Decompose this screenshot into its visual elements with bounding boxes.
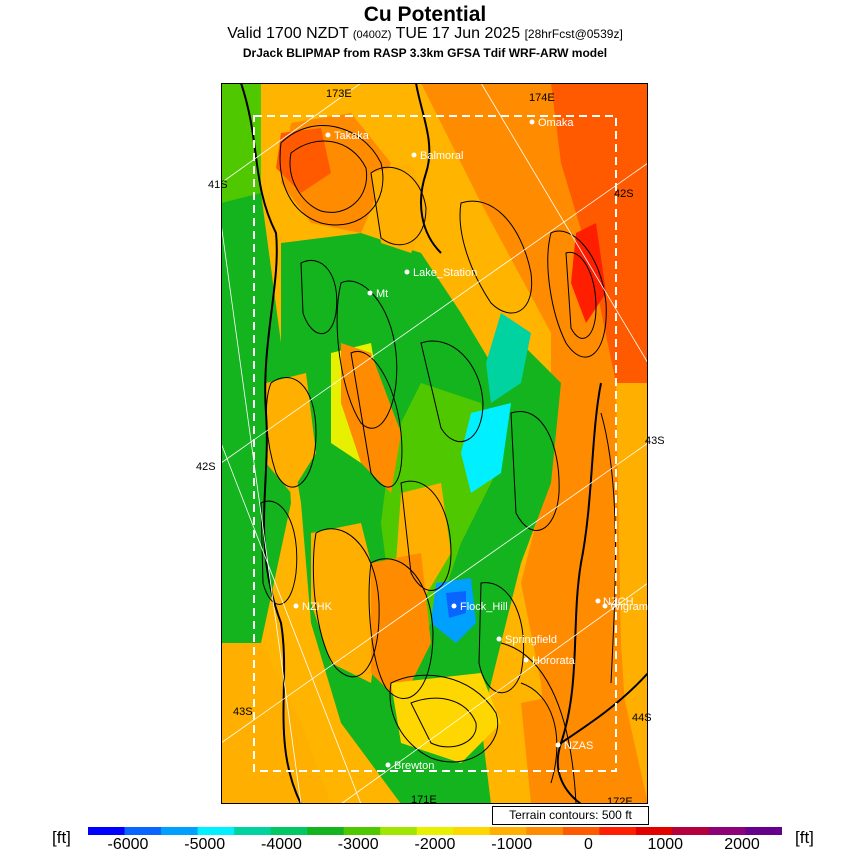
utc-time: (0400Z) xyxy=(352,29,392,41)
place-brewton: Brewton xyxy=(394,760,434,772)
sw-orange-field xyxy=(221,643,331,804)
valid-date: TUE 17 Jun 2025 xyxy=(395,25,521,42)
marker-flock-hill xyxy=(451,603,457,609)
place-nzas: NZAS xyxy=(564,740,593,752)
cyan-trough-mid xyxy=(461,403,511,493)
red-patch-north xyxy=(276,128,331,193)
colorbar xyxy=(88,827,782,835)
colorbar-tick-label: -3000 xyxy=(337,836,379,853)
colorbar-tick-label: 1000 xyxy=(647,836,684,853)
mountain-ridge-8 xyxy=(391,673,501,763)
east-coast-red xyxy=(551,83,648,383)
colorbar-segment xyxy=(234,827,272,835)
mountain-ridge-2 xyxy=(371,163,431,253)
colorbar-unit-right: [ft] xyxy=(795,828,814,847)
colorbar-segment xyxy=(562,827,600,835)
colorbar-segment xyxy=(270,827,308,835)
banks-peninsula-coast xyxy=(560,672,648,744)
marker-nzch xyxy=(595,598,601,604)
east-coastline xyxy=(415,83,442,254)
colorbar-tick-label: 0 xyxy=(584,836,593,853)
chart-title: Cu Potential xyxy=(363,3,487,26)
colorbar-segment xyxy=(453,827,491,835)
place-balmoral: Balmoral xyxy=(420,150,463,162)
colorbar-segment xyxy=(526,827,564,835)
terrain-contours xyxy=(260,125,616,804)
lat-label-43s-east: 43S xyxy=(645,435,665,447)
place-springfield: Springfield xyxy=(505,634,557,646)
marker-nzhk xyxy=(293,603,299,609)
place-flock-hill: Flock_Hill xyxy=(460,601,508,613)
mountain-ridge-7 xyxy=(371,553,431,703)
colorbar-segment xyxy=(489,827,527,835)
colorbar-segment xyxy=(416,827,454,835)
colorbar-tick-label: -5000 xyxy=(184,836,226,853)
colorbar-segment xyxy=(635,827,673,835)
colorbar-segment xyxy=(343,827,381,835)
colorbar-tick-label: -6000 xyxy=(107,836,149,853)
cyan-trough-north xyxy=(486,313,531,403)
marker-wigram xyxy=(602,603,608,609)
place-omaka: Omaka xyxy=(538,117,574,129)
lat-label-41s: 41S xyxy=(208,179,228,191)
model-description: DrJack BLIPMAP from RASP 3.3km GFSA Tdif… xyxy=(242,46,608,60)
east-coastline-2 xyxy=(556,382,602,804)
marker-lake-station xyxy=(404,269,410,275)
valid-prefix: Valid 1700 NZDT xyxy=(227,25,349,42)
lon-label-173e: 173E xyxy=(326,88,352,100)
marker-mt xyxy=(367,290,373,296)
place-nzch: NZCH xyxy=(603,596,634,608)
colorbar-segment xyxy=(672,827,710,835)
place-mt: Mt xyxy=(376,288,388,300)
colorbar-segment xyxy=(745,827,782,835)
colorbar-segment xyxy=(599,827,637,835)
se-orange xyxy=(521,683,648,804)
colorbar-tick-label: 2000 xyxy=(724,836,760,853)
terrain-contour-note: Terrain contours: 500 ft xyxy=(492,806,649,825)
colorbar-segment xyxy=(161,827,199,835)
lat-lon-grid xyxy=(221,83,648,804)
lat-label-43s-west: 43S xyxy=(233,706,253,718)
place-hororata: Hororata xyxy=(532,655,576,667)
west-coast-belt xyxy=(221,193,291,643)
colorbar-segment xyxy=(124,827,162,835)
colorbar-segment xyxy=(380,827,418,835)
lat-label-42s-west: 42S xyxy=(196,461,216,473)
mountain-ridge-3 xyxy=(266,373,316,493)
colorbar-tick-label: -2000 xyxy=(414,836,456,853)
place-takaka: Takaka xyxy=(334,130,370,142)
place-nzhk: NZHK xyxy=(302,601,333,613)
marker-brewton xyxy=(385,762,391,768)
marker-balmoral xyxy=(411,152,417,158)
marker-omaka xyxy=(529,119,535,125)
colorbar-tick-label: -1000 xyxy=(491,836,533,853)
inner-domain-box xyxy=(253,115,617,772)
place-lake-station: Lake_Station xyxy=(413,267,477,279)
cu-potential-map: Takaka Balmoral Omaka Lake_Station Mt NZ… xyxy=(221,83,648,804)
marker-takaka xyxy=(325,132,331,138)
marker-hororata xyxy=(523,657,529,663)
forecast-info: [28hrFcst@0539z] xyxy=(524,27,623,41)
far-east-orange xyxy=(616,383,648,804)
lon-label-171e: 171E xyxy=(411,794,437,804)
colorbar-segment xyxy=(88,827,126,835)
colorbar-tick-label: -4000 xyxy=(261,836,302,853)
colorbar-segment xyxy=(708,827,746,835)
marker-springfield xyxy=(496,636,502,642)
lat-label-44s: 44S xyxy=(632,712,652,724)
marker-nzas xyxy=(555,742,561,748)
lon-label-174e: 174E xyxy=(529,92,555,104)
colorbar-unit-left: [ft] xyxy=(52,828,71,847)
lat-label-42s-east: 42S xyxy=(614,188,634,200)
colorbar-segment xyxy=(197,827,235,835)
colorbar-segment xyxy=(307,827,345,835)
valid-time: Valid 1700 NZDT (0400Z) TUE 17 Jun 2025 … xyxy=(0,25,850,43)
place-wigram: Wigram xyxy=(610,601,648,613)
lon-label-172e: 172E xyxy=(607,796,633,804)
